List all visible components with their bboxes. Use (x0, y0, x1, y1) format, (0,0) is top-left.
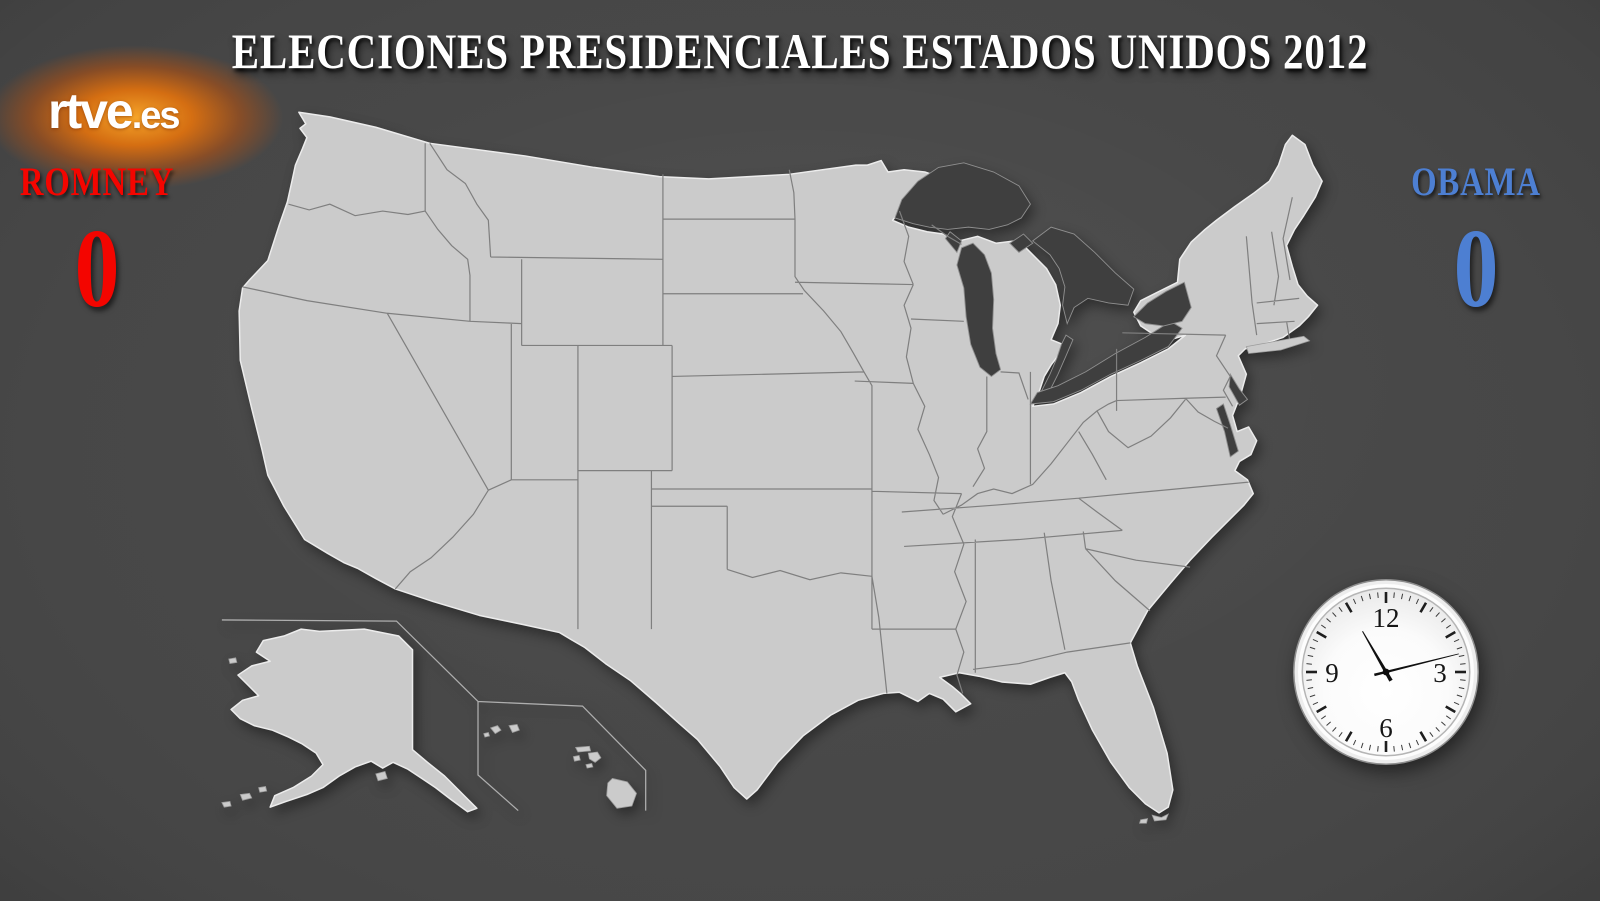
lake-michigan (956, 242, 1002, 378)
clock-minute-hand (1374, 653, 1459, 677)
clock-minute-tick (1401, 593, 1404, 600)
clock-minute-tick (1309, 694, 1316, 698)
conus-mainland (238, 111, 1323, 814)
analog-clock: 12 3 6 9 (1293, 579, 1479, 765)
clock-minute-tick (1332, 612, 1337, 617)
rtve-logo-text: rtve (48, 83, 134, 139)
clock-minute-tick (1445, 715, 1452, 720)
clock-minute-tick (1368, 744, 1371, 751)
clock-minute-tick (1458, 654, 1465, 657)
clock-number-9: 9 (1325, 658, 1339, 688)
clock-minute-tick (1353, 598, 1357, 605)
candidate-romney-votes: 0 (74, 207, 120, 331)
chesapeake-bay (1215, 403, 1239, 458)
clock-minute-tick (1401, 744, 1404, 751)
long-island (1245, 335, 1311, 354)
clock-minute-tick (1320, 715, 1327, 720)
clock-minute-tick (1338, 606, 1343, 613)
clock-minute-tick (1309, 646, 1316, 650)
clock-minute-tick (1429, 731, 1434, 738)
rtve-logo-domain: .es (131, 95, 181, 137)
mackinac-strait (1009, 233, 1034, 254)
state-borders (242, 142, 1300, 694)
clock-hour-tick (1344, 731, 1353, 742)
clock-minute-tick (1377, 592, 1379, 598)
clock-minute-tick (1312, 639, 1319, 643)
clock-minute-tick (1445, 624, 1452, 629)
clock-minute-tick (1320, 624, 1327, 629)
clock-minute-tick (1460, 679, 1466, 681)
clock-minute-tick (1408, 595, 1412, 602)
clock-minute-tick (1456, 646, 1463, 650)
lake-huron (1031, 226, 1135, 326)
clock-minute-tick (1441, 618, 1446, 623)
clock-minute-tick (1429, 606, 1434, 613)
clock-hour-tick (1445, 630, 1456, 639)
clock-minute-tick (1435, 727, 1440, 732)
clock-minute-tick (1307, 654, 1314, 657)
clock-minute-tick (1453, 701, 1460, 705)
clock-center-pin (1382, 668, 1390, 676)
clock-minute-tick (1435, 612, 1440, 617)
clock-hour-tick (1316, 705, 1327, 714)
clock-minute-tick (1326, 618, 1331, 623)
clock-minute-tick (1393, 746, 1395, 752)
candidate-obama: OBAMA 0 (1376, 158, 1576, 331)
clock-minute-tick (1332, 727, 1337, 732)
candidate-romney: ROMNEY 0 (0, 158, 197, 331)
clock-minute-tick (1306, 679, 1312, 681)
clock-hour-tick (1419, 731, 1428, 742)
clock-minute-tick (1307, 687, 1314, 690)
lake-ontario (1133, 281, 1192, 327)
clock-hour-tick (1419, 602, 1428, 613)
clock-minute-tick (1353, 739, 1357, 746)
delaware-bay (1228, 372, 1249, 406)
alaska (230, 628, 478, 813)
clock-number-3: 3 (1433, 658, 1447, 688)
clock-minute-tick (1338, 731, 1343, 738)
clock-number-12: 12 (1373, 603, 1400, 633)
candidate-obama-votes: 0 (1453, 207, 1499, 331)
clock-minute-tick (1456, 694, 1463, 698)
clock-minute-tick (1458, 687, 1465, 690)
clock-minute-tick (1415, 739, 1419, 746)
inset-frames (221, 619, 647, 812)
page-title: ELECCIONES PRESIDENCIALES ESTADOS UNIDOS… (231, 23, 1369, 79)
clock-number-6: 6 (1379, 713, 1393, 743)
lake-erie (1029, 320, 1183, 405)
clock-minute-tick (1360, 742, 1364, 749)
candidate-obama-name: OBAMA (1411, 159, 1541, 204)
clock-hour-tick (1316, 630, 1327, 639)
rtve-logo: rtve.es (48, 82, 181, 140)
clock-minute-tick (1453, 639, 1460, 643)
clock-hour-tick (1344, 602, 1353, 613)
clock-minute-tick (1326, 721, 1331, 726)
clock-minute-tick (1393, 592, 1395, 598)
clock-minute-tick (1441, 721, 1446, 726)
florida-keys (1138, 813, 1170, 824)
clock-minute-tick (1360, 595, 1364, 602)
alaska-islands (221, 657, 388, 808)
candidate-romney-name: ROMNEY (19, 159, 175, 204)
lake-superior (894, 162, 1031, 230)
clock-hour-tick (1445, 705, 1456, 714)
clock-minute-tick (1312, 701, 1319, 705)
hawaii-islands (483, 724, 637, 809)
clock-minute-tick (1460, 663, 1466, 665)
clock-minute-tick (1377, 746, 1379, 752)
clock-minute-tick (1408, 742, 1412, 749)
clock-minute-tick (1306, 663, 1312, 665)
clock-minute-tick (1415, 598, 1419, 605)
clock-minute-tick (1368, 593, 1371, 600)
